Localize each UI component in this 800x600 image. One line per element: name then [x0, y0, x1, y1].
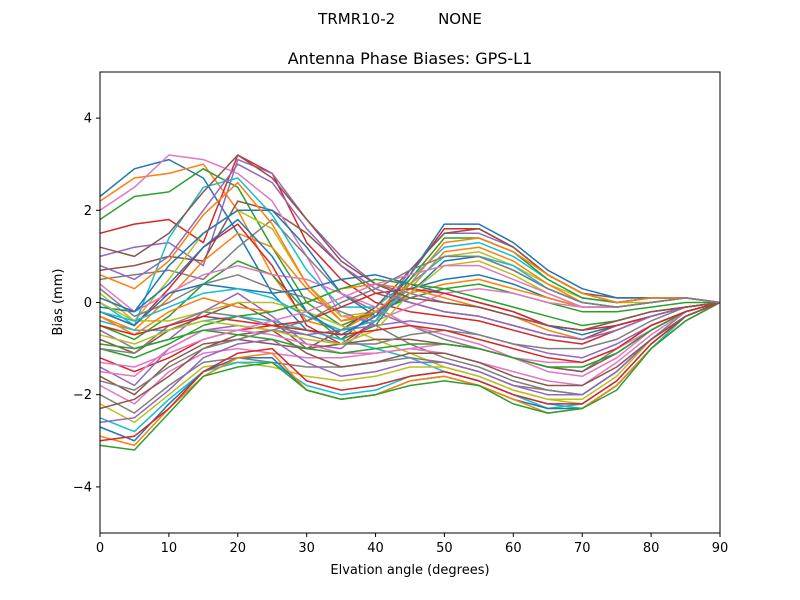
y-tick-label: −2: [73, 388, 92, 403]
x-tick-label: 0: [96, 541, 104, 556]
y-axis-label: Bias (mm): [51, 269, 66, 336]
x-tick-label: 80: [643, 541, 660, 556]
chart-title: Antenna Phase Biases: GPS-L1: [288, 49, 533, 68]
series-line-34: [99, 301, 721, 442]
y-tick-label: −4: [73, 480, 92, 495]
y-tick-label: 0: [84, 296, 92, 311]
x-tick-label: 20: [230, 541, 247, 556]
x-tick-label: 10: [161, 541, 178, 556]
x-axis-label: Elvation angle (degrees): [330, 563, 489, 578]
x-axis: 0 10 20 30 40 50 60 70 80 90: [96, 533, 728, 556]
series-line-38: [99, 301, 721, 354]
series-line-43: [99, 301, 721, 368]
figure-suptitle: TRMR10-2 NONE: [318, 10, 482, 28]
y-tick-label: 2: [84, 204, 92, 219]
x-tick-label: 50: [436, 541, 453, 556]
series-line-45: [99, 163, 721, 341]
series-line-44: [99, 301, 721, 364]
series-line-7: [99, 154, 721, 322]
x-tick-label: 40: [367, 541, 384, 556]
series-line-29: [99, 301, 721, 424]
x-tick-label: 60: [505, 541, 522, 556]
x-tick-label: 70: [574, 541, 591, 556]
series-line-10: [99, 177, 721, 327]
x-tick-label: 30: [298, 541, 315, 556]
y-axis: −4 −2 0 2 4: [73, 112, 100, 495]
y-tick-label: 4: [84, 112, 92, 127]
series-layer: [99, 154, 721, 451]
series-line-48: [99, 255, 721, 391]
series-line-33: [99, 301, 721, 451]
series-line-42: [99, 181, 721, 322]
series-line-5: [99, 158, 721, 331]
series-line-46: [99, 154, 721, 331]
series-line-9: [99, 209, 721, 322]
series-line-35: [99, 301, 721, 424]
x-tick-label: 90: [712, 541, 729, 556]
